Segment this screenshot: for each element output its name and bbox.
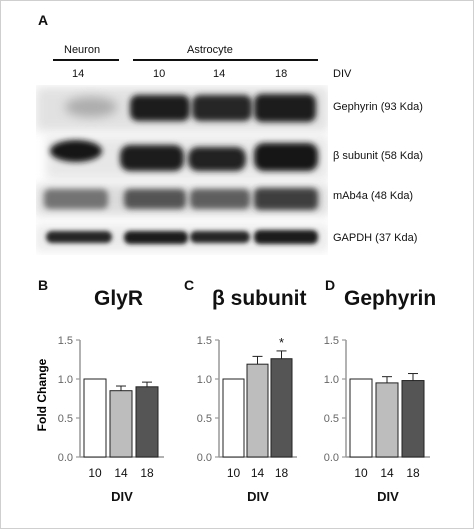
blot-strip-gephyrin <box>36 87 328 131</box>
bar-18 <box>135 386 159 458</box>
x-tick-label: 18 <box>140 466 154 480</box>
bar-18 <box>270 358 293 458</box>
y-tick-label: 1.0 <box>324 374 339 386</box>
x-tick-label: 10 <box>88 466 102 480</box>
x-tick-label: 18 <box>275 466 289 480</box>
chart-glyr: 0.0 0.5 1.0 1.5 10 14 18 DIV <box>58 335 164 504</box>
lane-axis-label: DIV <box>333 68 352 80</box>
y-tick-label: 0.5 <box>324 413 339 425</box>
lane-label-astro-10: 10 <box>153 68 166 80</box>
blot-strip-gapdh <box>36 225 328 251</box>
y-tick-label: 0.5 <box>197 413 212 425</box>
y-tick-label: 1.0 <box>197 374 212 386</box>
x-tick-label: 10 <box>227 466 241 480</box>
panel-b-letter: B <box>38 277 49 293</box>
bar-18 <box>401 380 425 458</box>
lane-label-astro-14: 14 <box>213 68 226 80</box>
y-tick-label: 1.5 <box>324 335 339 347</box>
significance-marker: * <box>279 335 284 350</box>
band-label-gapdh: GAPDH (37 Kda) <box>333 232 418 244</box>
bar-charts-svg: Fold Change 0.0 0.5 1.0 1.5 10 14 18 DIV 0.0 0.5… <box>35 335 430 504</box>
bar-10 <box>83 378 107 458</box>
y-tick-label: 1.0 <box>58 374 73 386</box>
blot-strip-beta-subunit <box>46 137 328 179</box>
y-tick-label: 0.0 <box>324 452 339 464</box>
y-tick-label: 1.5 <box>197 335 212 347</box>
chart-title-beta-subunit: β subunit <box>212 287 307 310</box>
lane-label-astro-18: 18 <box>275 68 288 80</box>
chart-title-gephyrin: Gephyrin <box>344 287 437 310</box>
bar-14 <box>246 363 269 458</box>
bar-14 <box>109 390 133 458</box>
x-tick-label: 18 <box>406 466 420 480</box>
group-label-astrocyte: Astrocyte <box>187 44 233 56</box>
group-line-astrocyte <box>133 59 318 61</box>
x-tick-label: 14 <box>251 466 265 480</box>
chart-gephyrin: 0.0 0.5 1.0 1.5 10 14 18 DIV <box>324 335 430 504</box>
y-tick-label: 0.0 <box>197 452 212 464</box>
y-axis-label: Fold Change <box>35 358 49 431</box>
blot-image <box>36 87 328 251</box>
chart-title-glyr: GlyR <box>94 287 144 310</box>
lane-label-neuron-14: 14 <box>72 68 85 80</box>
panel-a-letter: A <box>38 12 49 28</box>
group-label-neuron: Neuron <box>64 44 101 56</box>
band-label-gephyrin: Gephyrin (93 Kda) <box>333 101 423 113</box>
chart-beta-subunit: 0.0 0.5 1.0 1.5 10 14 18 * DIV <box>197 335 297 504</box>
y-tick-label: 0.0 <box>58 452 73 464</box>
x-tick-label: 14 <box>380 466 394 480</box>
x-axis-label: DIV <box>377 489 399 504</box>
x-axis-label: DIV <box>247 489 269 504</box>
panel-c-letter: C <box>184 277 195 293</box>
y-tick-label: 0.5 <box>58 413 73 425</box>
x-axis-label: DIV <box>111 489 133 504</box>
band-label-mab4a: mAb4a (48 Kda) <box>333 190 414 202</box>
y-tick-label: 1.5 <box>58 335 73 347</box>
group-line-neuron <box>53 59 119 61</box>
bar-10 <box>349 378 373 458</box>
x-tick-label: 14 <box>114 466 128 480</box>
band-label-beta-subunit: β subunit (58 Kda) <box>333 150 424 162</box>
panel-d-letter: D <box>325 277 336 293</box>
x-tick-label: 10 <box>354 466 368 480</box>
bar-14 <box>375 382 399 458</box>
blot-strip-mab4a <box>36 185 328 215</box>
bar-10 <box>222 378 245 458</box>
